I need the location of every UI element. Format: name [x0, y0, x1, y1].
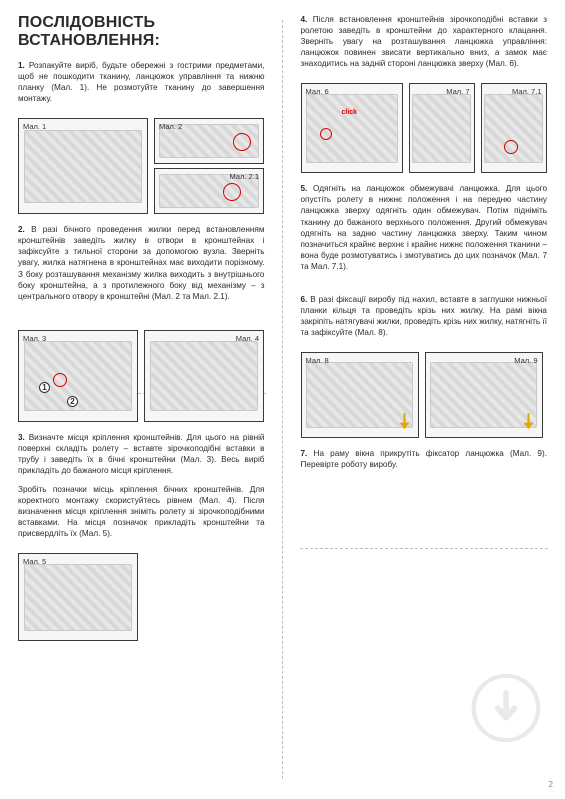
fig-label-mal-6: Мал. 6: [306, 87, 329, 96]
fig-label-mal-7-1: Мал. 7.1: [512, 87, 541, 96]
fig-row-5: Мал. 5: [18, 553, 265, 641]
fig-label-mal-3: Мал. 3: [23, 334, 46, 343]
fig-row-1-2: Мал. 1 Мал. 2 Мал. 2.1: [18, 118, 265, 214]
para-5-text: Одягніть на ланцюжок обмежувачі ланцюжка…: [301, 184, 548, 270]
figure-mal-6: Мал. 6 click: [301, 83, 403, 173]
para-2-text: В разі бічного проведення жилки перед вс…: [18, 225, 265, 300]
figure-mal-8: Мал. 8: [301, 352, 419, 438]
para-4: 4. Після встановлення кронштейнів зірочк…: [301, 14, 548, 69]
placeholder-icon: [412, 94, 471, 163]
para-4-text: Після встановлення кронштейнів зірочкопо…: [301, 15, 548, 68]
fig-label-mal-2-1: Мал. 2.1: [230, 172, 259, 181]
placeholder-icon: [306, 94, 398, 163]
fig-row-8-9: Мал. 8 Мал. 9: [301, 352, 548, 438]
highlight-circle-icon: [53, 373, 67, 387]
highlight-circle-icon: [320, 128, 332, 140]
highlight-circle-icon: [504, 140, 518, 154]
placeholder-icon: [24, 564, 133, 631]
fig-label-mal-5: Мал. 5: [23, 557, 46, 566]
fig-row-3-4: Мал. 3 1 2 Мал. 4: [18, 330, 265, 422]
vertical-divider: [282, 20, 283, 779]
figure-mal-4: Мал. 4: [144, 330, 264, 422]
figure-mal-1: Мал. 1: [18, 118, 148, 214]
para-6: 6. В разі фіксації виробу під нахил, вст…: [301, 294, 548, 338]
fig-label-mal-9: Мал. 9: [514, 356, 537, 365]
figure-mal-5: Мал. 5: [18, 553, 138, 641]
horizontal-divider-right: [300, 548, 548, 549]
para-1-num: 1.: [18, 61, 25, 70]
para-7-text: На раму вікна прикрутіть фіксатор ланцюж…: [301, 449, 547, 469]
fig-label-mal-7: Мал. 7: [446, 87, 469, 96]
fig-label-mal-8: Мал. 8: [306, 356, 329, 365]
page-title: Послідовність встановлення:: [18, 14, 265, 50]
para-6-text: В разі фіксації виробу під нахил, вставт…: [301, 295, 548, 337]
figure-mal-2-1: Мал. 2.1: [154, 168, 264, 214]
para-7: 7. На раму вікна прикрутіть фіксатор лан…: [301, 448, 548, 470]
figure-mal-7-1: Мал. 7.1: [481, 83, 547, 173]
placeholder-icon: [24, 130, 142, 203]
placeholder-icon: [150, 341, 259, 411]
click-label: click: [342, 109, 358, 116]
para-5-num: 5.: [301, 184, 308, 193]
para-6-num: 6.: [301, 295, 308, 304]
para-2-num: 2.: [18, 225, 25, 234]
figure-mal-2: Мал. 2: [154, 118, 264, 164]
para-1-text: Розпакуйте виріб, будьте обережні з гост…: [18, 61, 265, 103]
placeholder-icon: [306, 362, 413, 428]
figure-mal-3: Мал. 3 1 2: [18, 330, 138, 422]
para-4-num: 4.: [301, 15, 308, 24]
placeholder-icon: [430, 362, 537, 428]
callout-badge-2: 2: [67, 396, 78, 407]
para-2: 2. В разі бічного проведення жилки перед…: [18, 224, 265, 301]
para-7-num: 7.: [301, 449, 308, 458]
page-number: 2: [549, 780, 553, 789]
callout-badge-1: 1: [39, 382, 50, 393]
para-3-text: Визначте місця кріплення кронштейнів. Дл…: [18, 433, 265, 475]
fig-label-mal-1: Мал. 1: [23, 122, 46, 131]
para-3: 3. Визначте місця кріплення кронштейнів.…: [18, 432, 265, 476]
figure-mal-9: Мал. 9: [425, 352, 543, 438]
para-3b: Зробіть позначки місць кріплення бічних …: [18, 484, 265, 539]
fig-label-mal-4: Мал. 4: [236, 334, 259, 343]
figure-mal-7: Мал. 7: [409, 83, 475, 173]
fig-row-6-7: Мал. 6 click Мал. 7 Мал. 7.1: [301, 83, 548, 173]
para-3-num: 3.: [18, 433, 25, 442]
left-column: Послідовність встановлення: 1. Розпакуйт…: [0, 0, 283, 799]
para-5: 5. Одягніть на ланцюжок обмежувачі ланцю…: [301, 183, 548, 272]
fig-label-mal-2: Мал. 2: [159, 122, 182, 131]
para-1: 1. Розпакуйте виріб, будьте обережні з г…: [18, 60, 265, 104]
right-column: 4. Після встановлення кронштейнів зірочк…: [283, 0, 565, 799]
